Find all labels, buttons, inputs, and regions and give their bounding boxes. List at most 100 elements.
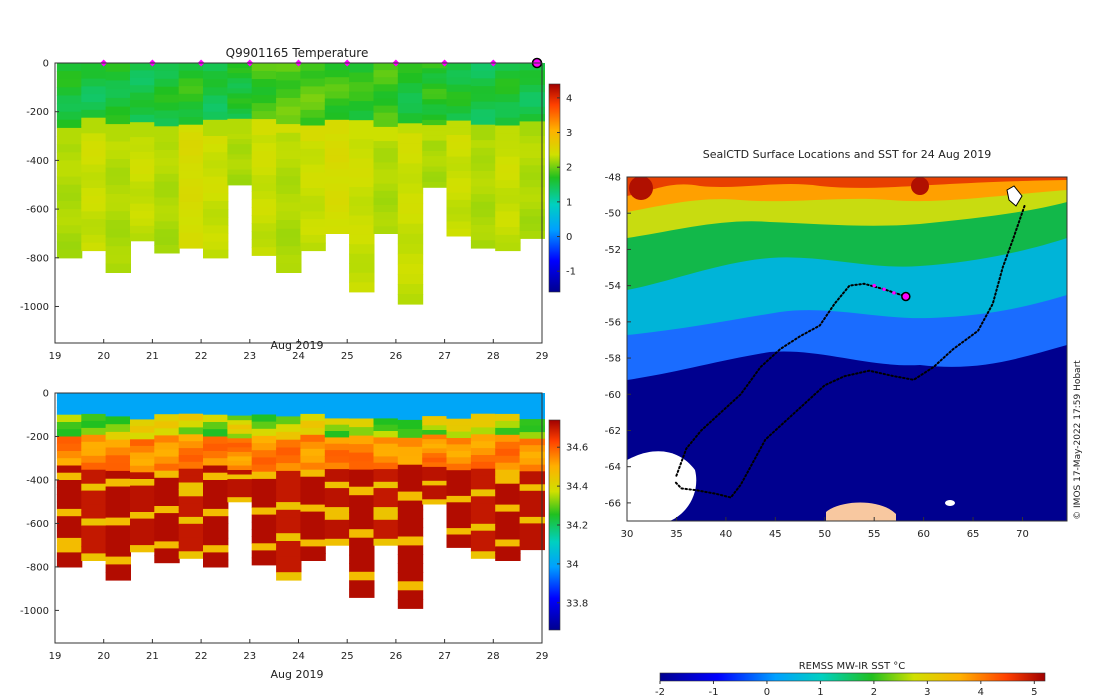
- temperature-cell: [56, 209, 83, 218]
- temperature-cell: [203, 176, 229, 186]
- salinity-cell: [105, 424, 131, 433]
- salinity-cell: [276, 463, 302, 472]
- temperature-cell: [397, 243, 424, 255]
- salinity-cell: [130, 412, 156, 420]
- temperature-cell: [495, 203, 521, 212]
- temperature-cell: [81, 102, 107, 111]
- salinity-cell: [422, 430, 448, 436]
- temperature-cell: [154, 245, 180, 254]
- salinity-cell: [519, 503, 545, 511]
- colorbar-tick-label: 33.8: [566, 598, 588, 609]
- salinity-cell: [81, 546, 107, 554]
- temperature-cell: [178, 186, 205, 195]
- salinity-cell: [324, 481, 351, 489]
- salinity-cell: [251, 464, 278, 473]
- temperature-cell: [81, 109, 107, 119]
- temperature-cell: [276, 141, 302, 151]
- salinity-cell: [81, 434, 107, 443]
- temperature-cell: [422, 88, 448, 95]
- salinity-cell: [324, 526, 351, 534]
- salinity-cell: [349, 393, 375, 403]
- temperature-cell: [178, 93, 205, 103]
- temperature-cell: [154, 181, 180, 191]
- salinity-cell: [203, 530, 229, 539]
- temperature-cell: [349, 206, 375, 217]
- temperature-cell: [251, 143, 278, 152]
- y-tick-label: -62: [605, 426, 621, 437]
- temperature-cell: [324, 190, 351, 199]
- salinity-cell: [56, 537, 83, 546]
- salinity-cell: [324, 456, 351, 464]
- salinity-cell: [203, 487, 229, 495]
- salinity-cell: [470, 413, 497, 422]
- salinity-cell: [154, 456, 180, 465]
- temperature-cell: [446, 63, 472, 71]
- temperature-cell: [324, 205, 351, 213]
- salinity-cell: [300, 420, 326, 429]
- salinity-cell: [324, 488, 351, 495]
- salinity-cell: [324, 450, 351, 457]
- salinity-cell: [470, 461, 497, 470]
- temperature-cell: [397, 183, 424, 195]
- temperature-cell: [105, 176, 131, 186]
- temperature-cell: [397, 163, 424, 174]
- temperature-cell: [373, 169, 399, 178]
- salinity-cell: [251, 543, 278, 552]
- temperature-cell: [178, 124, 205, 133]
- salinity-cell: [178, 482, 205, 490]
- colorbar-tick-label: 1: [566, 197, 572, 208]
- temperature-cell: [227, 169, 253, 176]
- salinity-cell: [446, 521, 472, 529]
- temperature-cell: [300, 94, 326, 103]
- temperature-cell: [324, 77, 351, 85]
- salinity-cell: [105, 470, 131, 480]
- salinity-cell: [446, 431, 472, 439]
- temperature-cell: [470, 155, 497, 164]
- salinity-cell: [373, 469, 399, 476]
- temperature-cell: [81, 164, 107, 173]
- salinity-cell: [203, 443, 229, 452]
- temperature-cell: [397, 103, 424, 114]
- salinity-cell: [105, 447, 131, 456]
- temperature-cell: [178, 70, 205, 79]
- salinity-cell: [519, 523, 545, 531]
- temperature-cell: [446, 77, 472, 86]
- temperature-cell: [105, 167, 131, 177]
- temperature-cell: [56, 217, 83, 226]
- salinity-cell: [324, 418, 351, 426]
- salinity-cell: [495, 393, 521, 401]
- salinity-cell: [276, 486, 302, 495]
- sst-field: [627, 177, 1067, 521]
- salinity-cell: [373, 488, 399, 495]
- salinity-cell: [300, 539, 326, 548]
- temperature-cell: [324, 155, 351, 163]
- temperature-cell: [422, 83, 448, 90]
- temperature-cell: [130, 188, 156, 197]
- salinity-cell: [105, 486, 131, 495]
- temperature-cell: [154, 165, 180, 175]
- temperature-cell: [251, 231, 278, 240]
- salinity-cell: [446, 540, 472, 548]
- salinity-cell: [373, 538, 399, 546]
- temperature-cell: [178, 224, 205, 234]
- temperature-cell: [105, 193, 131, 204]
- temperature-cell: [251, 167, 278, 176]
- map-y-axis: -48 -50 -52 -54 -56 -58 -60 -62 -64 -66: [605, 173, 631, 509]
- salinity-cell: [227, 402, 253, 408]
- temperature-cell: [470, 117, 497, 126]
- temperature-cell: [227, 93, 253, 100]
- salinity-cell: [349, 563, 375, 573]
- temperature-cell: [349, 120, 375, 131]
- current-position: [901, 291, 911, 302]
- y-tick-label: -1000: [20, 302, 49, 313]
- temperature-cell: [276, 89, 302, 99]
- salinity-cell: [349, 512, 375, 522]
- salinity-cell: [324, 519, 351, 527]
- temperature-cell: [446, 221, 472, 230]
- temperature-cell: [105, 132, 131, 143]
- salinity-cell: [81, 553, 107, 561]
- salinity-cell: [251, 435, 278, 444]
- temperature-cell: [495, 188, 521, 197]
- salinity-cell: [349, 401, 375, 411]
- temperature-cell: [130, 233, 156, 242]
